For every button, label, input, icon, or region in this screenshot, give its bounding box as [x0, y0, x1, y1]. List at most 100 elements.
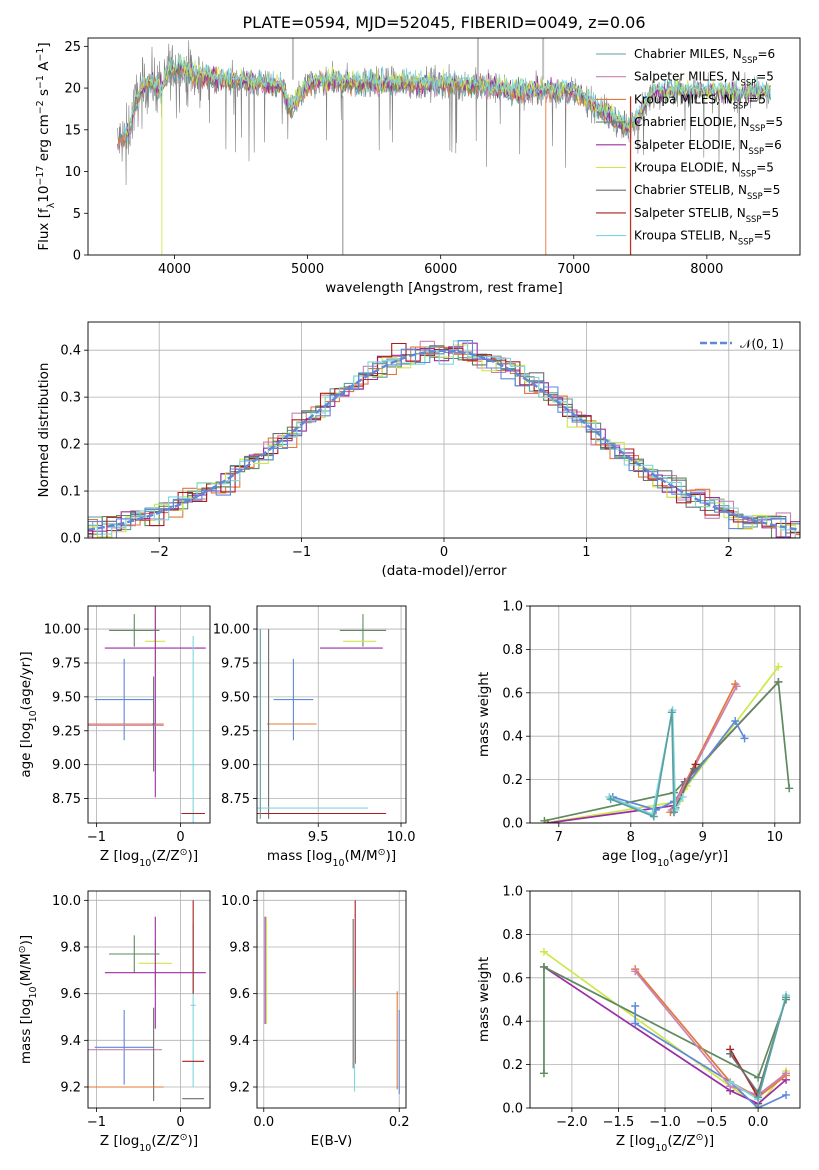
marker-chabrier_elodie — [774, 677, 783, 686]
marker-salpeter_stelib — [691, 760, 700, 769]
x-tick-label: −1.0 — [649, 1115, 681, 1130]
errorbars — [88, 900, 206, 1101]
y-tick-label: 9.8 — [229, 941, 250, 956]
legend-entry: Kroupa ELODIE, NSSP=5 — [634, 161, 774, 179]
marker-chabrier_stelib — [726, 1049, 735, 1058]
residual-histogram-panel: −2 −1 0 1 2 0.0 0.1 0.2 0.3 0.4 (data-model)/error… — [36, 321, 801, 579]
y-tick-label: 0.0 — [502, 817, 523, 832]
y-tick-label: 9.75 — [52, 656, 81, 671]
marker-chabrier_miles — [606, 795, 615, 804]
y-tick-label: 1.0 — [502, 600, 523, 615]
x-tick-label: 5000 — [291, 262, 324, 277]
x-tick-label: 0.0 — [748, 1115, 769, 1130]
errorbars — [88, 606, 206, 823]
y-tick-label: 10 — [64, 165, 81, 180]
marker-normal_curve — [631, 1019, 640, 1028]
plot-frame — [529, 890, 801, 1109]
marker-chabrier_miles — [670, 808, 678, 817]
marker-kroupa_stelib — [678, 792, 687, 801]
y-tick-label: 9.50 — [221, 690, 250, 705]
marker-salpeter_miles — [631, 967, 640, 976]
legend-entry: Salpeter ELODIE, NSSP=6 — [634, 138, 782, 156]
marker-kroupa_elodie — [539, 947, 548, 956]
histogram-kroupa_stelib — [88, 340, 800, 538]
marker-chabrier_miles — [667, 708, 676, 717]
line-chabrier_elodie — [543, 965, 787, 1079]
y-tick-label: 9.4 — [60, 1034, 81, 1049]
marker-chabrier_miles — [754, 1093, 763, 1102]
marker-normal_curve — [754, 1104, 763, 1108]
legend-entry: 𝒩(0, 1) — [740, 337, 784, 351]
plot-frame — [87, 37, 801, 256]
marker-chabrier_elodie — [540, 816, 549, 823]
y-tick-label: 0.2 — [502, 1058, 523, 1073]
x-axis-label: Z [log10(Z/Z⊙)] — [100, 1132, 198, 1154]
model-spectrum-kroupa_stelib — [123, 53, 772, 139]
y-tick-label: 10.0 — [52, 894, 81, 909]
x-tick-label: 0 — [176, 830, 184, 845]
y-tick-label: 0.6 — [502, 686, 523, 701]
x-tick-label: 9.5 — [308, 830, 329, 845]
line-chabrier_elodie — [544, 680, 791, 822]
y-axis-label: Flux [fλ10−17 erg cm−2 s−1 A−1] — [35, 42, 57, 250]
x-tick-label: 7 — [555, 830, 563, 845]
y-tick-label: 9.00 — [221, 758, 250, 773]
legend-entry: Chabrier ELODIE, NSSP=5 — [634, 115, 783, 133]
x-axis-label: Z [log10(Z/Z⊙)] — [100, 847, 198, 869]
y-tick-label: 0.4 — [60, 344, 81, 359]
x-tick-label: 2 — [725, 545, 733, 560]
y-tick-label: 9.2 — [229, 1081, 250, 1096]
y-axis-label: mass weight — [476, 672, 492, 757]
marker-chabrier_miles — [649, 812, 658, 821]
y-tick-label: 9.25 — [221, 724, 250, 739]
x-tick-label: 4000 — [158, 262, 191, 277]
weight-vs-metallicity-panel: −2.0 −1.5 −1.0 −0.5 0.0 0.0 0.2 0.4 0.6 0.8 1.0 Z [… — [476, 885, 801, 1154]
y-tick-label: 9.4 — [229, 1034, 250, 1049]
y-tick-label: 25 — [64, 40, 81, 55]
marker-normal_curve — [631, 1002, 640, 1011]
y-tick-label: 0.4 — [502, 730, 523, 745]
y-tick-label: 0.0 — [60, 532, 81, 547]
marker-chabrier_elodie — [754, 1073, 763, 1082]
y-tick-label: 8.75 — [221, 792, 250, 807]
y-tick-label: 9.75 — [221, 656, 250, 671]
marker-salpeter_miles — [782, 1069, 791, 1078]
x-axis-label: mass [log10(M/M⊙)] — [267, 847, 396, 869]
y-tick-label: 0.8 — [502, 643, 523, 658]
x-tick-label: 10.0 — [387, 830, 416, 845]
y-axis-label: mass [log10(M/M⊙)] — [17, 935, 39, 1064]
x-tick-label: −1.5 — [603, 1115, 635, 1130]
marker-chabrier_elodie — [785, 784, 794, 793]
age-vs-metallicity-panel: −1 0 8.75 9.00 9.25 9.50 9.75 10.00 Z [log10(Z/Z… — [18, 605, 211, 869]
y-tick-label: 9.25 — [52, 724, 81, 739]
plot-area — [257, 606, 406, 823]
y-tick-label: 0.4 — [502, 1015, 523, 1030]
legend-entry: Chabrier MILES, NSSP=6 — [634, 47, 775, 65]
y-tick-label: 9.6 — [60, 987, 81, 1002]
plot-area — [257, 891, 406, 1108]
legend-entry: Kroupa STELIB, NSSP=5 — [634, 229, 771, 247]
x-tick-label: 8 — [627, 830, 635, 845]
plot-area — [88, 606, 210, 823]
y-tick-label: 9.50 — [52, 690, 81, 705]
model-spectrum-chabrier_elodie — [123, 60, 772, 145]
legend-entry: Salpeter MILES, NSSP=5 — [634, 70, 774, 88]
line-chabrier_miles — [757, 997, 787, 1098]
y-tick-label: 1.0 — [502, 885, 523, 900]
errorbars — [264, 900, 400, 1094]
x-axis-label: E(B-V) — [311, 1133, 353, 1149]
y-tick-label: 15 — [64, 123, 81, 138]
y-axis-label: Normed distribution — [36, 363, 52, 498]
y-tick-label: 0.2 — [502, 773, 523, 788]
marker-chabrier_elodie — [539, 962, 548, 971]
y-tick-label: 0.6 — [502, 971, 523, 986]
plot-frame — [256, 890, 407, 1109]
weight-vs-age-panel: 7 8 9 10 0.0 0.2 0.4 0.6 0.8 1.0 age [log10(age/yr… — [476, 600, 801, 869]
mass-vs-metallicity-panel: −1 0 9.2 9.4 9.6 9.8 10.0 Z [log10(Z/Z⊙)] mass [… — [17, 890, 211, 1154]
mass-vs-extinction-panel: 0.0 0.2 9.2 9.4 9.6 9.8 10.0 E(B-V) — [221, 890, 410, 1149]
y-tick-label: 0.0 — [502, 1102, 523, 1117]
normal-curve — [88, 349, 800, 531]
x-tick-label: −1 — [292, 545, 311, 560]
y-tick-label: 9.00 — [52, 758, 81, 773]
y-tick-label: 10.0 — [221, 894, 250, 909]
